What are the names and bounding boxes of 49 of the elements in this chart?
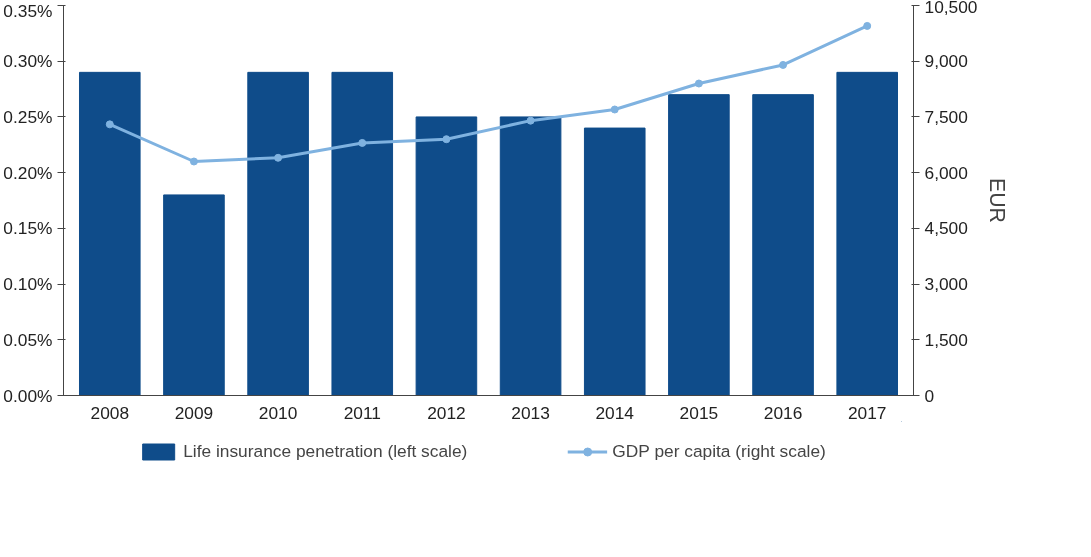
y-tick-label: 0.10% xyxy=(3,274,53,295)
x-tick-label: 2014 xyxy=(595,402,635,423)
y-tick-label: 0.25% xyxy=(3,106,53,127)
y2-tick-label: 1,500 xyxy=(924,329,968,350)
x-tick-label: 2017 xyxy=(847,402,887,423)
bar xyxy=(331,71,394,396)
bar xyxy=(78,71,141,396)
y2-tick-label: 3,000 xyxy=(924,274,968,295)
y2-axis-title: EUR xyxy=(985,177,1010,224)
point xyxy=(274,153,283,162)
bar xyxy=(415,116,478,396)
y-tick-label: 0.20% xyxy=(3,162,53,183)
x-tick-label: 2013 xyxy=(511,402,550,423)
y2-tick-label: 10,500 xyxy=(924,0,978,17)
point xyxy=(863,21,872,30)
point xyxy=(526,116,535,125)
x-tick-label: 2016 xyxy=(763,402,803,423)
y2-tick-label: 6,000 xyxy=(924,162,968,183)
bar xyxy=(668,94,730,396)
y2-tick-label: 4,500 xyxy=(924,218,968,239)
bar xyxy=(752,94,814,396)
y2-tick-label: 7,500 xyxy=(924,106,968,127)
point xyxy=(442,135,451,144)
bar xyxy=(247,71,309,396)
x-tick-label: 2012 xyxy=(427,402,466,423)
point xyxy=(694,79,703,88)
x-tick-label: 2008 xyxy=(90,402,130,423)
y-tick-label: 0.00% xyxy=(3,385,53,406)
point xyxy=(358,138,367,147)
bar xyxy=(163,194,225,396)
x-tick-label: 2009 xyxy=(174,402,214,423)
y2-tick-label: 9,000 xyxy=(924,51,968,72)
y2-tick-label: 0 xyxy=(924,385,935,406)
point xyxy=(105,120,114,129)
y-tick-label: 0.30% xyxy=(3,51,53,72)
x-tick-label: 2015 xyxy=(679,402,719,423)
bar xyxy=(499,116,562,396)
y-tick-label: 0.35% xyxy=(3,0,53,21)
point xyxy=(610,105,619,114)
point xyxy=(189,157,198,166)
point xyxy=(779,60,788,69)
y-tick-label: 0.05% xyxy=(3,329,53,350)
x-tick-label: 2010 xyxy=(258,402,298,423)
y-tick-label: 0.15% xyxy=(3,218,53,239)
bar xyxy=(583,127,646,396)
legend-label: GDP per capita (right scale) xyxy=(612,440,826,462)
legend-label: Life insurance penetration (left scale) xyxy=(183,440,468,462)
x-tick-label: 2011 xyxy=(343,402,381,423)
bar xyxy=(836,71,899,396)
